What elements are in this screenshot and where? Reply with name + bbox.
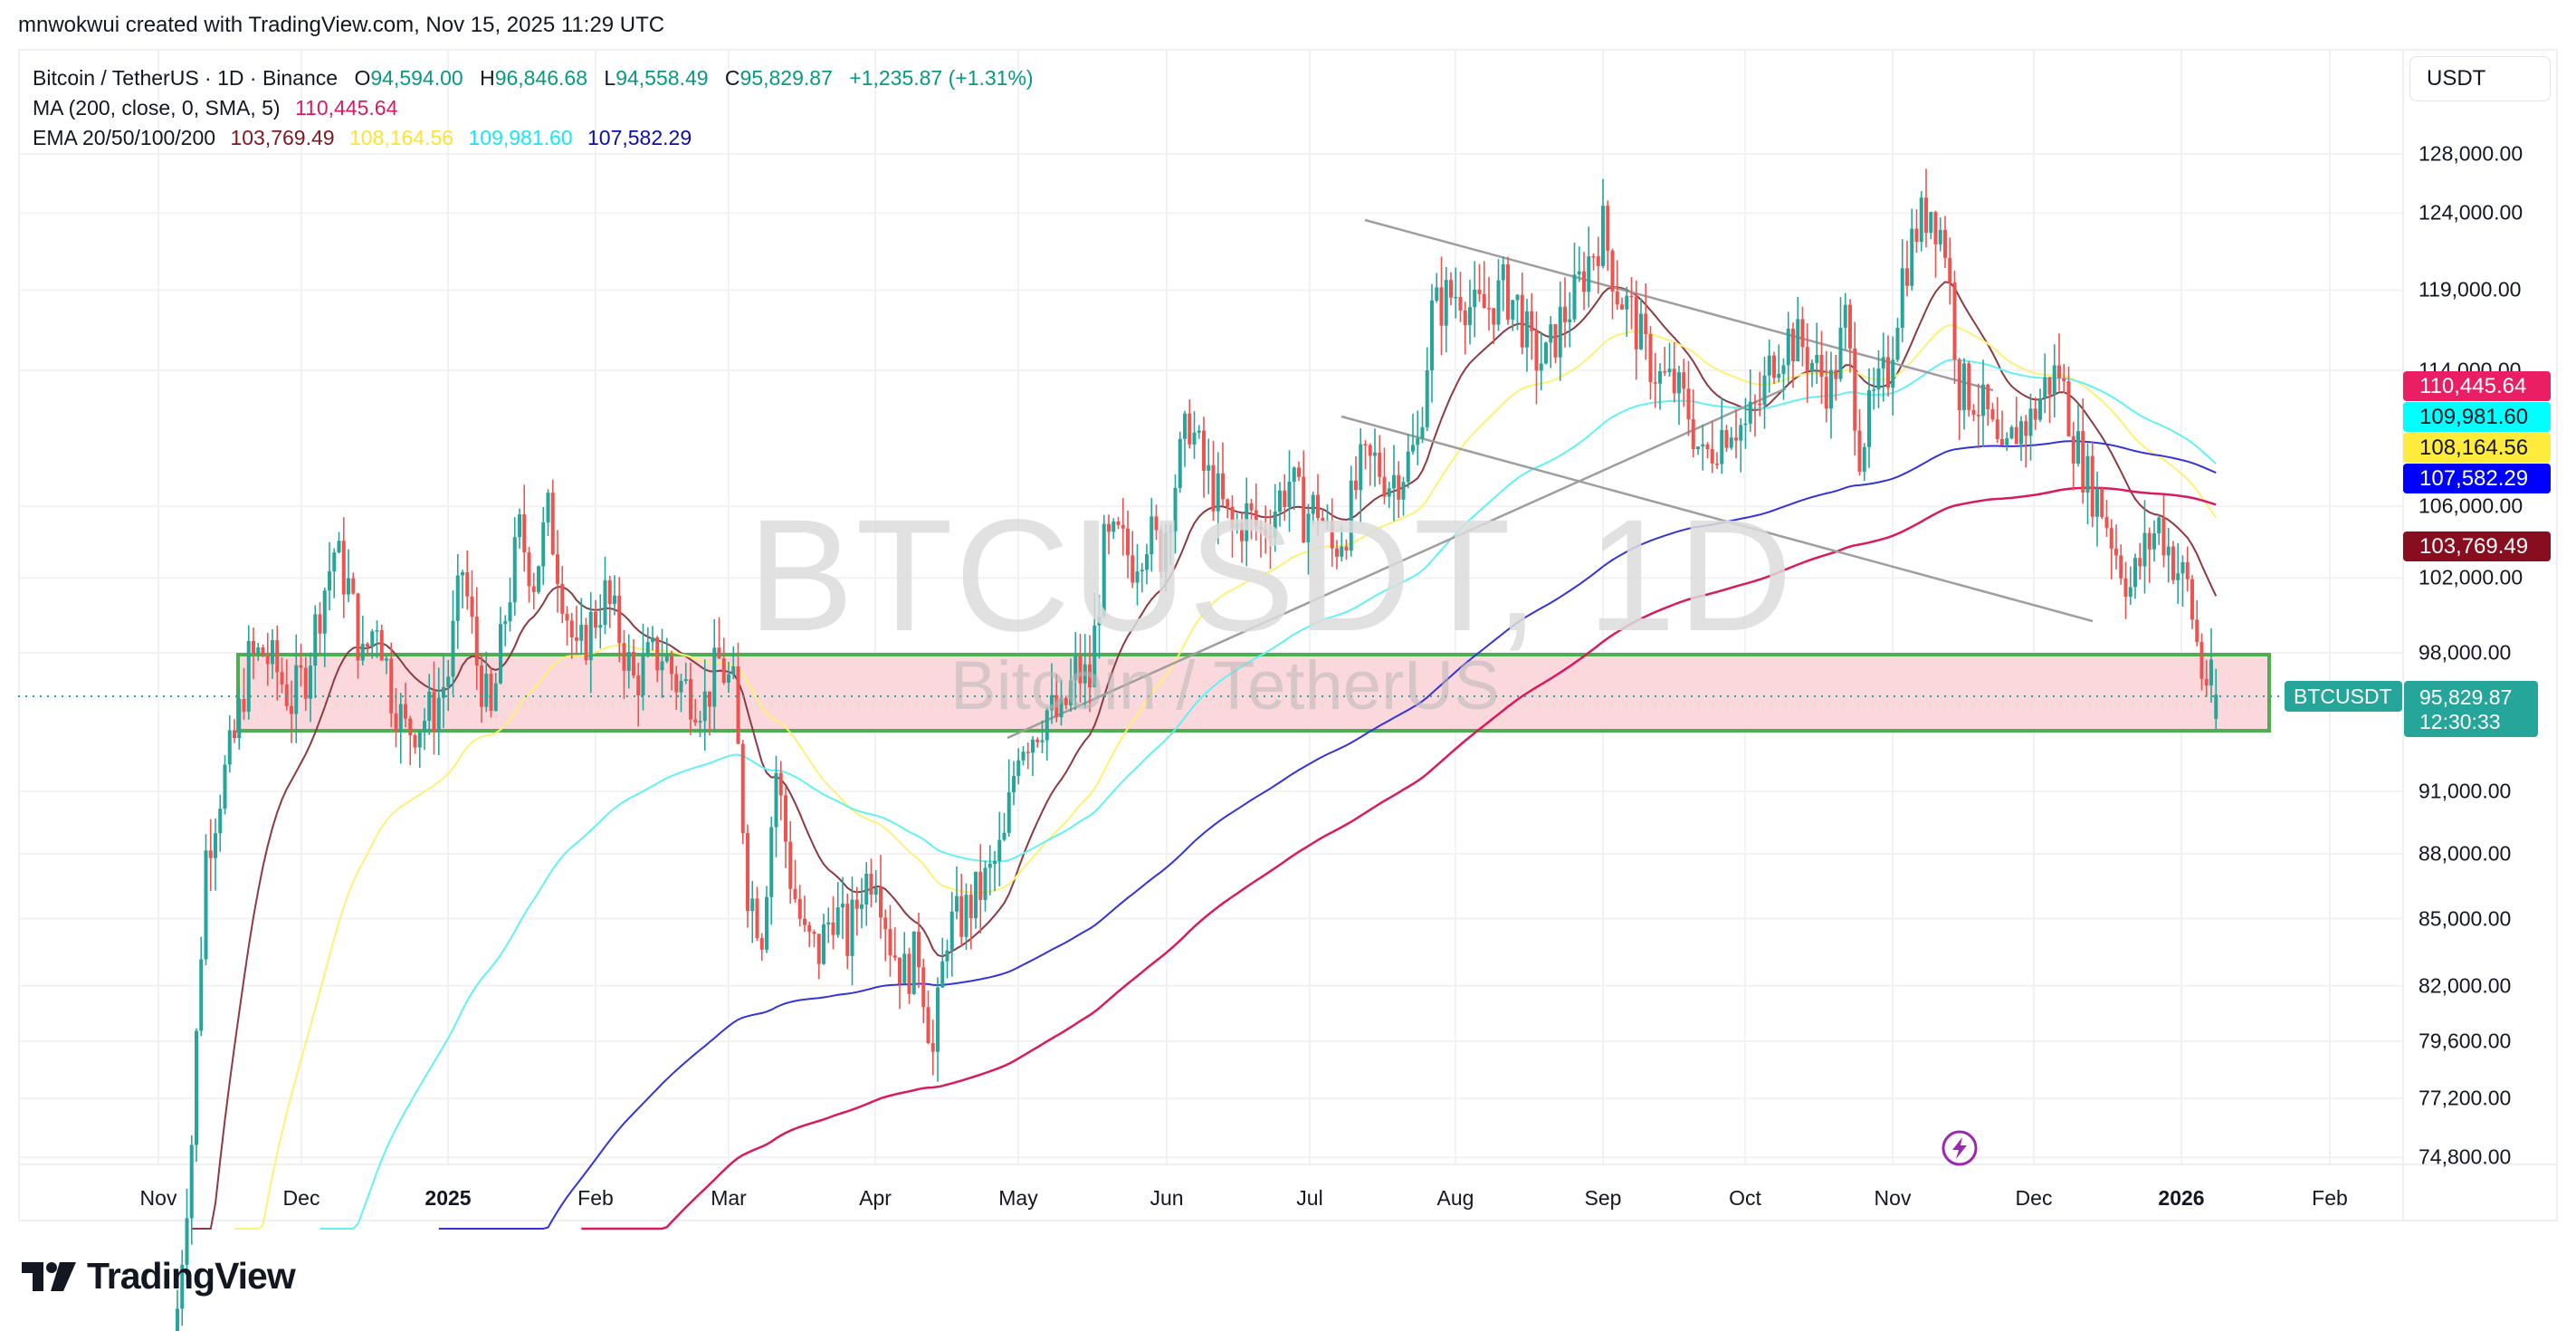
symbol-tag: BTCUSDT	[2285, 681, 2402, 712]
price-tick-label: 82,000.00	[2419, 973, 2512, 998]
time-tick-label: Oct	[1729, 1186, 1761, 1210]
ma-value: 110,445.64	[294, 96, 398, 120]
time-tick-label: Jun	[1150, 1186, 1184, 1210]
legend-ma-row[interactable]: MA (200, close, 0, SMA, 5) 110,445.64	[33, 93, 1034, 123]
ma-label: MA (200, close, 0, SMA, 5)	[33, 96, 281, 120]
candlesticks	[176, 168, 2218, 1331]
time-tick-label: Aug	[1436, 1186, 1474, 1210]
ma200-tag: 110,445.64	[2403, 371, 2551, 401]
price-tick-label: 119,000.00	[2419, 277, 2522, 302]
open-label: O	[354, 66, 371, 90]
close-label: C	[724, 66, 740, 90]
price-tick-label: 79,600.00	[2419, 1029, 2512, 1053]
time-tick-label: 2026	[2158, 1186, 2205, 1210]
time-tick-label: May	[998, 1186, 1038, 1210]
price-tick-label: 85,000.00	[2419, 906, 2512, 931]
moving-average-lines	[191, 281, 2218, 1230]
ema100-tag: 109,981.60	[2403, 402, 2551, 432]
price-tick-label: 77,200.00	[2419, 1086, 2512, 1110]
lightning-icon[interactable]	[1941, 1129, 1979, 1167]
watermark-symbol: BTCUSDT, 1D	[748, 487, 1795, 665]
time-tick-label: Dec	[2015, 1186, 2053, 1210]
tradingview-logo[interactable]: TradingView	[22, 1255, 296, 1297]
support-zone-rectangle[interactable]	[236, 653, 2271, 733]
tradingview-logo-icon	[22, 1261, 76, 1291]
price-tick-label: 98,000.00	[2419, 640, 2512, 665]
tradingview-logo-text: TradingView	[87, 1255, 296, 1297]
open-value: 94,594.00	[370, 66, 463, 90]
low-value: 94,558.49	[615, 66, 709, 90]
symbol-title: Bitcoin / TetherUS · 1D · Binance	[33, 66, 339, 90]
time-tick-label: Nov	[139, 1186, 177, 1210]
price-tick-label: 88,000.00	[2419, 841, 2512, 866]
ema20-value: 103,769.49	[230, 126, 335, 149]
time-tick-label: 2025	[425, 1186, 472, 1210]
price-tick-label: 74,800.00	[2419, 1144, 2512, 1169]
time-tick-label: Feb	[2312, 1186, 2348, 1210]
price-tick-label: 102,000.00	[2419, 565, 2524, 589]
last-price-tag: 95,829.87 12:30:33	[2404, 681, 2538, 737]
ema20-tag: 103,769.49	[2403, 531, 2551, 561]
last-price-value: 95,829.87	[2419, 685, 2513, 709]
price-tick-label: 91,000.00	[2419, 779, 2512, 803]
time-tick-label: Feb	[577, 1186, 614, 1210]
price-tick-label: 106,000.00	[2419, 493, 2524, 518]
time-tick-label: Jul	[1296, 1186, 1323, 1210]
grid-lines	[20, 51, 2558, 1220]
ema-label: EMA 20/50/100/200	[33, 126, 216, 149]
time-tick-label: Apr	[859, 1186, 892, 1210]
time-tick-label: Dec	[282, 1186, 320, 1210]
close-value: 95,829.87	[739, 66, 833, 90]
high-value: 96,846.68	[494, 66, 588, 90]
currency-button[interactable]: USDT	[2409, 56, 2551, 101]
legend-ema-row[interactable]: EMA 20/50/100/200 103,769.49 108,164.56 …	[33, 123, 1034, 153]
bar-countdown: 12:30:33	[2419, 710, 2501, 733]
time-tick-label: Mar	[711, 1186, 747, 1210]
low-label: L	[604, 66, 616, 90]
ema200-tag: 107,582.29	[2403, 464, 2551, 493]
time-tick-label: Nov	[1874, 1186, 1912, 1210]
chart-credit: mnwokwui created with TradingView.com, N…	[18, 13, 665, 37]
ema100-value: 109,981.60	[468, 126, 573, 149]
time-tick-label: Sep	[1584, 1186, 1622, 1210]
high-label: H	[480, 66, 495, 90]
price-tick-label: 128,000.00	[2419, 141, 2524, 166]
ema200-value: 107,582.29	[587, 126, 692, 149]
price-tick-label: 124,000.00	[2419, 200, 2524, 225]
change-value: +1,235.87 (+1.31%)	[849, 66, 1034, 90]
legend-symbol-row[interactable]: Bitcoin / TetherUS · 1D · Binance O94,59…	[33, 63, 1034, 93]
chart-legend: Bitcoin / TetherUS · 1D · Binance O94,59…	[33, 63, 1034, 153]
watermark-description: Bitcoin / TetherUS	[950, 647, 1500, 724]
ema50-tag: 108,164.56	[2403, 433, 2551, 463]
ema50-value: 108,164.56	[348, 126, 454, 149]
chart-frame	[18, 49, 2558, 1221]
